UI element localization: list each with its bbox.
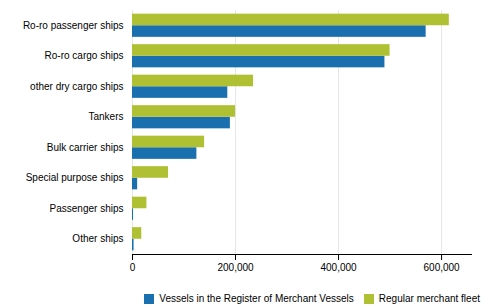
- svg-text:Bulk carrier ships: Bulk carrier ships: [47, 142, 124, 153]
- html-text:Vessels in the Register of Mer: Vessels in the Register of Merchant Vess…: [159, 293, 354, 304]
- svg-text:other dry cargo ships: other dry cargo ships: [30, 81, 123, 92]
- svg-text:Ro-ro cargo ships: Ro-ro cargo ships: [45, 50, 124, 61]
- svg-text:Tankers: Tankers: [88, 111, 123, 122]
- html-text:Regular merchant fleet: Regular merchant fleet: [378, 293, 480, 304]
- svg-text:Other ships: Other ships: [72, 233, 123, 244]
- svg-text:400,000: 400,000: [320, 262, 357, 273]
- svg-text:Special purpose ships: Special purpose ships: [26, 172, 124, 183]
- svg-text:200,000: 200,000: [217, 262, 254, 273]
- svg-text:600,000: 600,000: [424, 262, 461, 273]
- svg-text:Ro-ro passenger ships: Ro-ro passenger ships: [23, 20, 124, 31]
- svg-text:0: 0: [130, 262, 136, 273]
- svg-text:Passenger ships: Passenger ships: [50, 203, 124, 214]
